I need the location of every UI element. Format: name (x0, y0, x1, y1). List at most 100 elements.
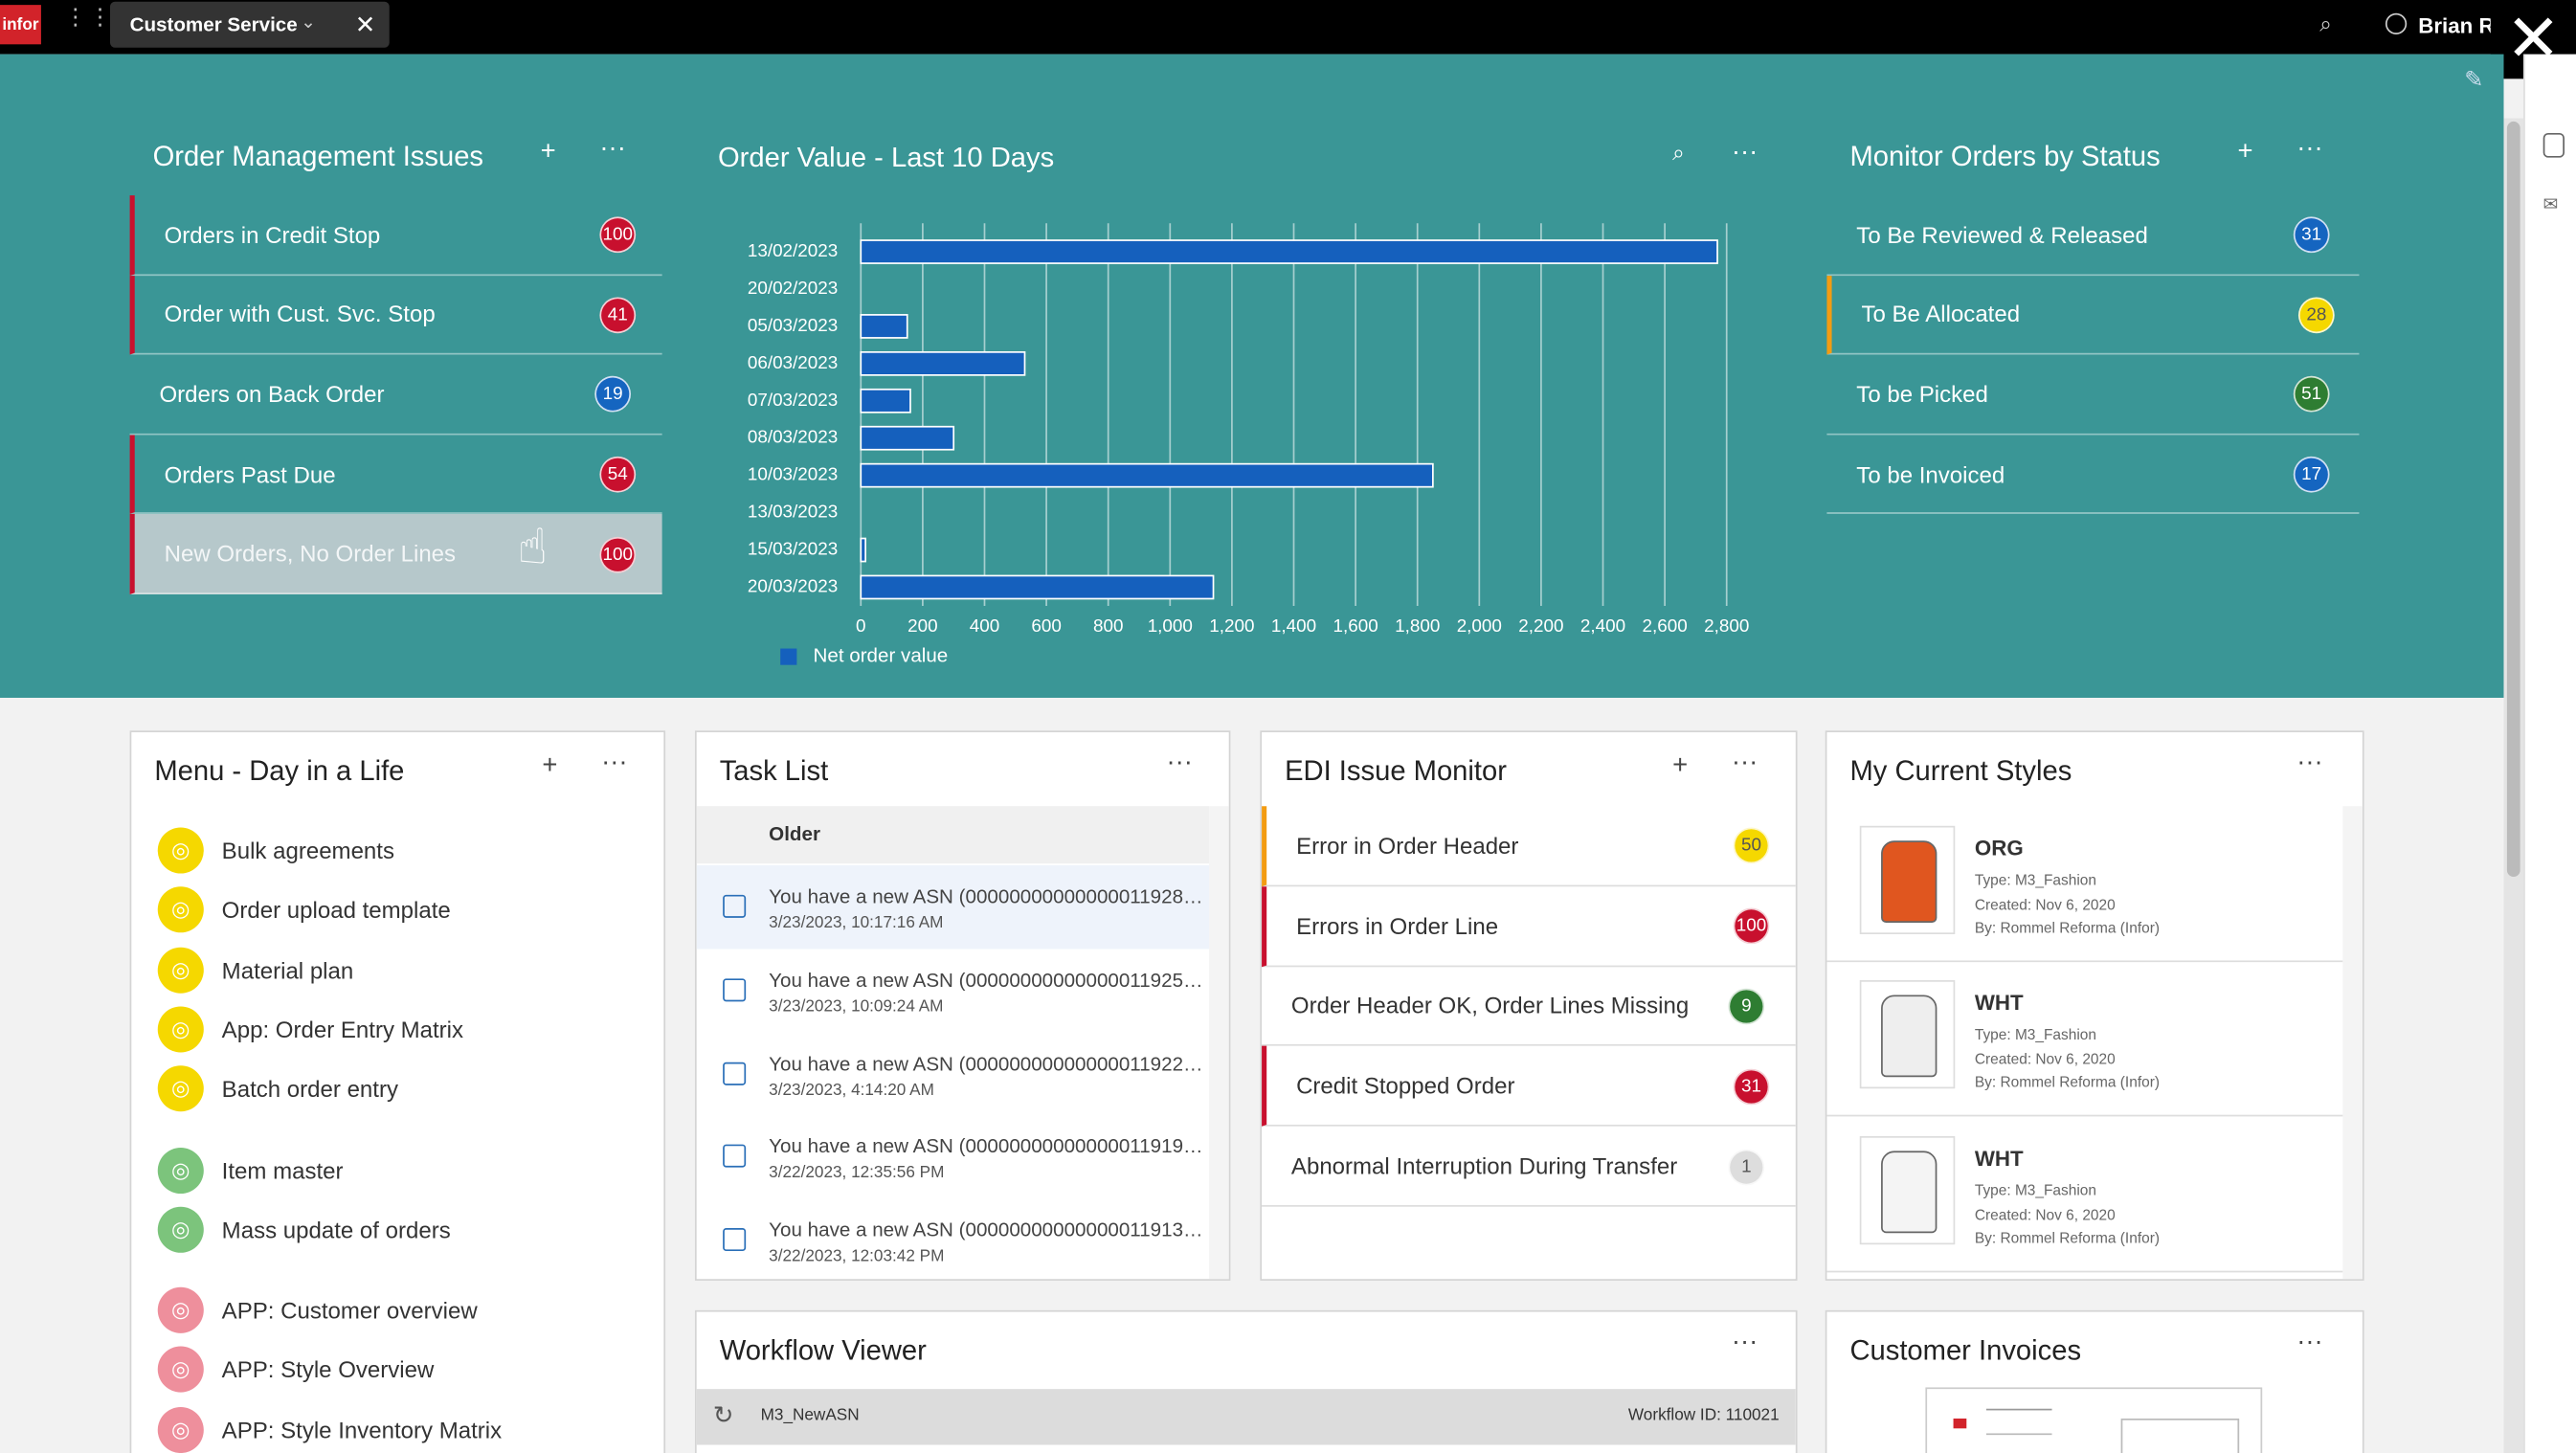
status-row[interactable]: New Orders, No Order Lines 100 (129, 514, 662, 594)
style-type: Type: M3_Fashion (1974, 1026, 2096, 1043)
add-icon[interactable]: + (542, 751, 558, 780)
menu-item[interactable]: ◎ Bulk agreements (157, 826, 394, 875)
task-check (723, 894, 747, 918)
status-count: 1 (1728, 1148, 1765, 1185)
task-item[interactable]: You have a new ASN (00000000000000011913… (697, 1198, 1209, 1279)
status-count: 54 (599, 457, 637, 493)
menu-item[interactable]: ◎ APP: Style Overview (157, 1346, 434, 1395)
more-icon[interactable]: ··· (2296, 749, 2323, 777)
bar (860, 574, 1215, 600)
widget-title: EDI Issue Monitor (1285, 755, 1507, 787)
invoice-lines (1985, 1408, 2052, 1436)
widget-title: Menu - Day in a Life (154, 755, 405, 787)
status-row[interactable]: Abnormal Interruption During Transfer 1 (1262, 1127, 1796, 1207)
order-value-chart: Order Value - Last 10 Days ⌕ ··· 0 200 400 600… (718, 136, 1758, 667)
bar (860, 537, 866, 563)
scrollbar[interactable] (1209, 806, 1229, 1280)
logo[interactable]: infor (0, 5, 41, 45)
menu-item[interactable]: ◎ Batch order entry (157, 1064, 398, 1113)
status-label: To Be Allocated (1861, 301, 2021, 328)
task-time: 3/23/2023, 10:09:24 AM (769, 997, 944, 1017)
more-icon[interactable]: ··· (2296, 134, 2323, 163)
menu-item[interactable]: ◎ App: Order Entry Matrix (157, 1005, 464, 1054)
style-item[interactable]: WHT Type: M3_Fashion Created: Nov 6, 2020 B… (1826, 961, 2343, 1117)
more-icon[interactable]: ··· (2296, 1328, 2323, 1356)
status-label: Order with Cust. Svc. Stop (164, 301, 436, 328)
status-row[interactable]: Credit Stopped Order 31 (1262, 1046, 1796, 1128)
legend-label: Net order value (814, 645, 949, 667)
status-row[interactable]: Orders in Credit Stop 100 (129, 195, 662, 276)
menu-item[interactable]: ◎ Order upload template (157, 885, 451, 934)
menu-item[interactable]: ◎ Mass update of orders (157, 1205, 451, 1254)
tab-chevron[interactable]: ⌄ (301, 12, 316, 34)
status-row[interactable]: To Be Reviewed & Released 31 (1826, 195, 2360, 276)
status-row[interactable]: Errors in Order Line 100 (1262, 885, 1796, 967)
group-label: Older (769, 822, 820, 846)
status-row[interactable]: To be Picked 51 (1826, 355, 2360, 436)
add-icon[interactable]: + (1672, 751, 1689, 780)
user-name[interactable]: Brian R (2418, 12, 2495, 38)
widget-title: Customer Invoices (1849, 1334, 2082, 1367)
status-count: 51 (2293, 376, 2330, 414)
menu-icon: ◎ (157, 886, 204, 933)
more-icon[interactable]: ··· (601, 749, 628, 777)
menu-item[interactable]: ◎ APP: Customer overview (157, 1285, 478, 1334)
workflow-row[interactable]: ↻ M3_NewASN Workflow ID: 110021 (696, 1389, 1796, 1445)
task-item[interactable]: You have a new ASN (00000000000000011928… (696, 864, 1210, 950)
menu-label: Batch order entry (221, 1075, 398, 1103)
menu-icon: ◎ (157, 1147, 204, 1194)
y-tick-label: 15/03/2023 (748, 539, 838, 559)
task-item[interactable]: You have a new ASN (00000000000000011922… (697, 1032, 1209, 1115)
more-icon[interactable]: ··· (1731, 1328, 1758, 1356)
menu-item[interactable]: ◎ Item master (157, 1145, 344, 1194)
invoice-preview[interactable] (1925, 1387, 2263, 1453)
menu-item[interactable]: ◎ APP: Style Inventory Matrix (157, 1405, 502, 1453)
styles-widget: My Current Styles ··· ORG Type: M3_Fashion C… (1825, 730, 2364, 1281)
style-type: Type: M3_Fashion (1974, 1181, 2096, 1198)
status-label: New Orders, No Order Lines (164, 540, 457, 568)
menu-label: App: Order Entry Matrix (221, 1016, 464, 1043)
user-icon[interactable] (2385, 12, 2408, 35)
invoices-widget: Customer Invoices ··· (1825, 1309, 2364, 1453)
x-tick-label: 600 (1031, 615, 1061, 636)
scroll-thumb[interactable] (2506, 121, 2520, 877)
status-row[interactable]: Order with Cust. Svc. Stop 41 (129, 275, 662, 355)
style-item[interactable]: WHT Type: M3_Fashion Created: Nov 6, 2020 B… (1826, 1116, 2343, 1272)
add-icon[interactable]: + (540, 138, 556, 167)
status-label: To be Invoiced (1856, 460, 2005, 487)
status-label: Errors in Order Line (1296, 912, 1499, 939)
status-row[interactable]: Order Header OK, Order Lines Missing 9 (1262, 967, 1796, 1047)
more-icon[interactable]: ··· (1166, 749, 1193, 777)
side-icon[interactable]: ✉ (2542, 195, 2559, 215)
menu-icon: ◎ (157, 947, 204, 994)
status-row[interactable]: To Be Allocated 28 (1826, 275, 2360, 355)
style-code: WHT (1974, 990, 2024, 1016)
edi-monitor-widget: EDI Issue Monitor + ··· Error in Order Head… (1260, 730, 1798, 1281)
search-icon[interactable]: ⌕ (2319, 11, 2332, 36)
more-icon[interactable]: ··· (599, 134, 626, 163)
more-icon[interactable]: ··· (1731, 749, 1758, 777)
x-tick-label: 1,200 (1209, 615, 1254, 636)
task-item[interactable]: You have a new ASN (00000000000000011925… (697, 949, 1209, 1032)
style-image (1859, 825, 1956, 935)
side-icon[interactable] (2542, 132, 2565, 158)
status-count: 100 (599, 216, 637, 254)
status-row[interactable]: Orders on Back Order 19 (129, 355, 662, 436)
task-time: 3/22/2023, 12:03:42 PM (769, 1247, 945, 1266)
menu-item[interactable]: ◎ Material plan (157, 945, 353, 994)
add-icon[interactable]: + (2237, 138, 2253, 167)
scrollbar[interactable] (2503, 118, 2524, 1453)
status-row[interactable]: Error in Order Header 50 (1262, 806, 1796, 886)
edit-icon[interactable]: ✎ (2464, 65, 2484, 93)
status-row[interactable]: Orders Past Due 54 (129, 435, 662, 515)
task-text: You have a new ASN (00000000000000011925… (769, 968, 1203, 992)
garment (1881, 995, 1938, 1078)
status-row[interactable]: To be Invoiced 17 (1826, 435, 2360, 515)
scrollbar[interactable] (2342, 806, 2363, 1280)
tab-close[interactable]: ✕ (354, 11, 376, 40)
style-item[interactable]: ORG Type: M3_Fashion Created: Nov 6, 2020 B… (1826, 806, 2343, 963)
task-item[interactable]: You have a new ASN (00000000000000011919… (697, 1115, 1209, 1198)
more-icon: ··· (1732, 136, 1758, 166)
tab[interactable]: Customer Service ⌄ ✕ (109, 1, 390, 48)
